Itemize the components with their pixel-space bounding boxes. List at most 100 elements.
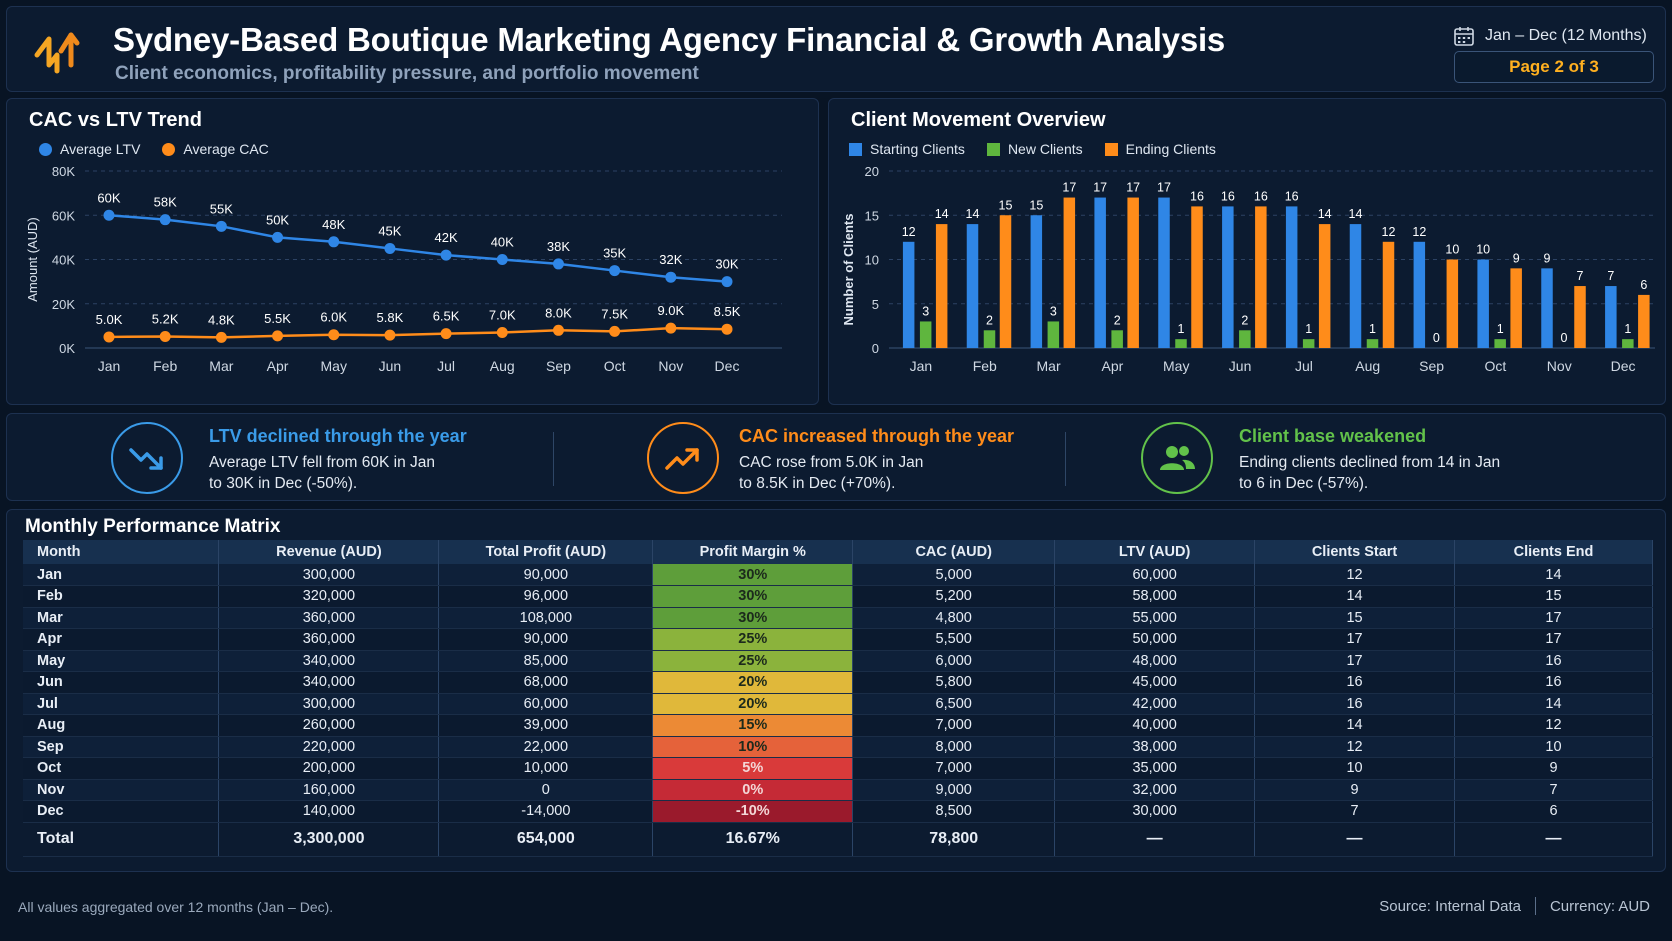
- new-clients-label: 2: [986, 313, 993, 327]
- x-tick-label: Mar: [1037, 358, 1061, 374]
- cell-profit: 90,000: [438, 628, 654, 651]
- cell-margin: 30%: [652, 585, 854, 608]
- cell-profit: 10,000: [438, 757, 654, 780]
- new-clients-label: 1: [1178, 322, 1185, 336]
- cell-clients-start: 14: [1254, 714, 1455, 737]
- x-tick-label: Jan: [910, 358, 933, 374]
- cell-revenue: 200,000: [218, 757, 440, 780]
- ltv-data-label: 48K: [322, 217, 345, 232]
- ltv-point: [103, 209, 115, 221]
- cell-clients-start: 7: [1254, 800, 1455, 823]
- cell-month: Jul: [23, 693, 220, 715]
- total-profit: 654,000: [438, 821, 654, 857]
- ltv-point: [440, 249, 452, 261]
- cac-point: [496, 327, 508, 339]
- cell-clients-end: 12: [1454, 714, 1653, 737]
- page-title: Sydney-Based Boutique Marketing Agency F…: [113, 21, 1226, 58]
- cell-clients-end: 7: [1454, 779, 1653, 801]
- legend-starting-label: Starting Clients: [870, 141, 965, 157]
- ending-clients-label: 14: [935, 207, 949, 221]
- ending-clients-bar: [1127, 197, 1139, 348]
- ltv-data-label: 45K: [378, 223, 401, 238]
- y-tick-label: 0: [872, 341, 879, 356]
- column-header: Total Profit (AUD): [438, 540, 654, 564]
- ending-clients-label: 16: [1254, 189, 1268, 203]
- cac-data-label: 4.8K: [208, 312, 235, 327]
- insight-clients: Client base weakened Ending clients decl…: [1067, 414, 1647, 502]
- starting-clients-bar: [966, 224, 979, 348]
- cell-profit: 68,000: [438, 671, 654, 694]
- date-range-label: Jan – Dec (12 Months): [1485, 27, 1647, 44]
- cell-ltv: 50,000: [1054, 628, 1256, 651]
- new-clients-label: 1: [1369, 322, 1376, 336]
- legend-ending: Ending Clients: [1104, 141, 1216, 157]
- cell-cac: 9,000: [852, 779, 1056, 801]
- cac-data-label: 8.0K: [545, 305, 572, 320]
- cell-cac: 4,800: [852, 607, 1056, 629]
- performance-matrix-panel: Monthly Performance Matrix Month Revenue …: [6, 509, 1666, 872]
- starting-clients-label: 14: [966, 207, 980, 221]
- page-indicator[interactable]: Page 2 of 3: [1454, 51, 1654, 83]
- cell-margin: 0%: [652, 779, 854, 801]
- cell-revenue: 220,000: [218, 736, 440, 758]
- ending-clients-label: 15: [999, 198, 1013, 212]
- cell-month: Oct: [23, 757, 220, 780]
- x-tick-label: Sep: [546, 358, 571, 374]
- cell-clients-end: 14: [1454, 564, 1653, 586]
- cac-point: [721, 323, 733, 335]
- cell-clients-start: 10: [1254, 757, 1455, 780]
- cell-cac: 7,000: [852, 714, 1056, 737]
- cell-ltv: 45,000: [1054, 671, 1256, 694]
- cell-clients-end: 9: [1454, 757, 1653, 780]
- insight-clients-text: Ending clients declined from 14 in Jan to…: [1239, 452, 1500, 494]
- legend-cac-marker: [162, 142, 176, 156]
- y-tick-label: 60K: [52, 208, 75, 223]
- cac-ltv-title: CAC vs LTV Trend: [29, 109, 202, 131]
- insight-cac-line2: to 8.5K in Dec (+70%).: [739, 475, 896, 492]
- x-tick-label: Mar: [209, 358, 233, 374]
- client-movement-title: Client Movement Overview: [851, 109, 1106, 131]
- starting-clients-bar: [1222, 206, 1234, 348]
- starting-clients-bar: [1158, 197, 1170, 348]
- x-tick-label: Nov: [1547, 358, 1572, 374]
- ending-clients-label: 17: [1126, 181, 1140, 195]
- x-tick-label: Dec: [1611, 358, 1636, 374]
- cac-point: [103, 331, 115, 343]
- insight-clients-title: Client base weakened: [1239, 426, 1427, 446]
- cell-ltv: 35,000: [1054, 757, 1256, 780]
- legend-new-label: New Clients: [1007, 141, 1083, 157]
- x-tick-label: Aug: [490, 358, 515, 374]
- cell-cac: 8,500: [852, 800, 1056, 823]
- logo-icon: [34, 32, 80, 74]
- insight-cac-text: CAC rose from 5.0K in Jan to 8.5K in Dec …: [739, 452, 923, 494]
- cac-point: [440, 328, 452, 340]
- cell-clients-end: 15: [1454, 585, 1653, 608]
- client-movement-panel: Client Movement Overview Starting Client…: [828, 98, 1666, 405]
- x-tick-label: Jul: [1295, 358, 1313, 374]
- footer-source: Source: Internal Data Currency: AUD: [1379, 897, 1650, 915]
- new-clients-bar: [983, 330, 996, 348]
- cac-point: [215, 331, 227, 343]
- legend-new-marker: [986, 142, 1000, 156]
- source-label: Source: Internal Data: [1379, 897, 1521, 915]
- page-subtitle: Client economics, profitability pressure…: [115, 63, 699, 84]
- new-clients-label: 2: [1241, 313, 1248, 327]
- insight-ltv-line2: to 30K in Dec (-50%).: [209, 475, 358, 492]
- cac-data-label: 5.2K: [152, 311, 179, 326]
- calendar-icon: [1454, 27, 1474, 46]
- new-clients-bar: [1494, 339, 1506, 348]
- cell-margin: -10%: [652, 800, 854, 823]
- new-clients-bar: [1175, 339, 1187, 348]
- table-row: Jan 300,000 90,000 30% 5,000 60,000 12 14: [23, 564, 1653, 586]
- y-tick-label: 20: [865, 164, 879, 179]
- new-clients-label: 2: [1114, 313, 1121, 327]
- ltv-point: [159, 214, 171, 226]
- x-tick-label: May: [321, 358, 347, 374]
- cell-margin: 30%: [652, 607, 854, 629]
- header-panel: Sydney-Based Boutique Marketing Agency F…: [6, 6, 1666, 92]
- x-tick-label: Aug: [1355, 358, 1380, 374]
- starting-clients-bar: [1285, 206, 1298, 348]
- cell-revenue: 360,000: [218, 607, 440, 629]
- cell-cac: 5,200: [852, 585, 1056, 608]
- cell-margin: 10%: [652, 736, 854, 758]
